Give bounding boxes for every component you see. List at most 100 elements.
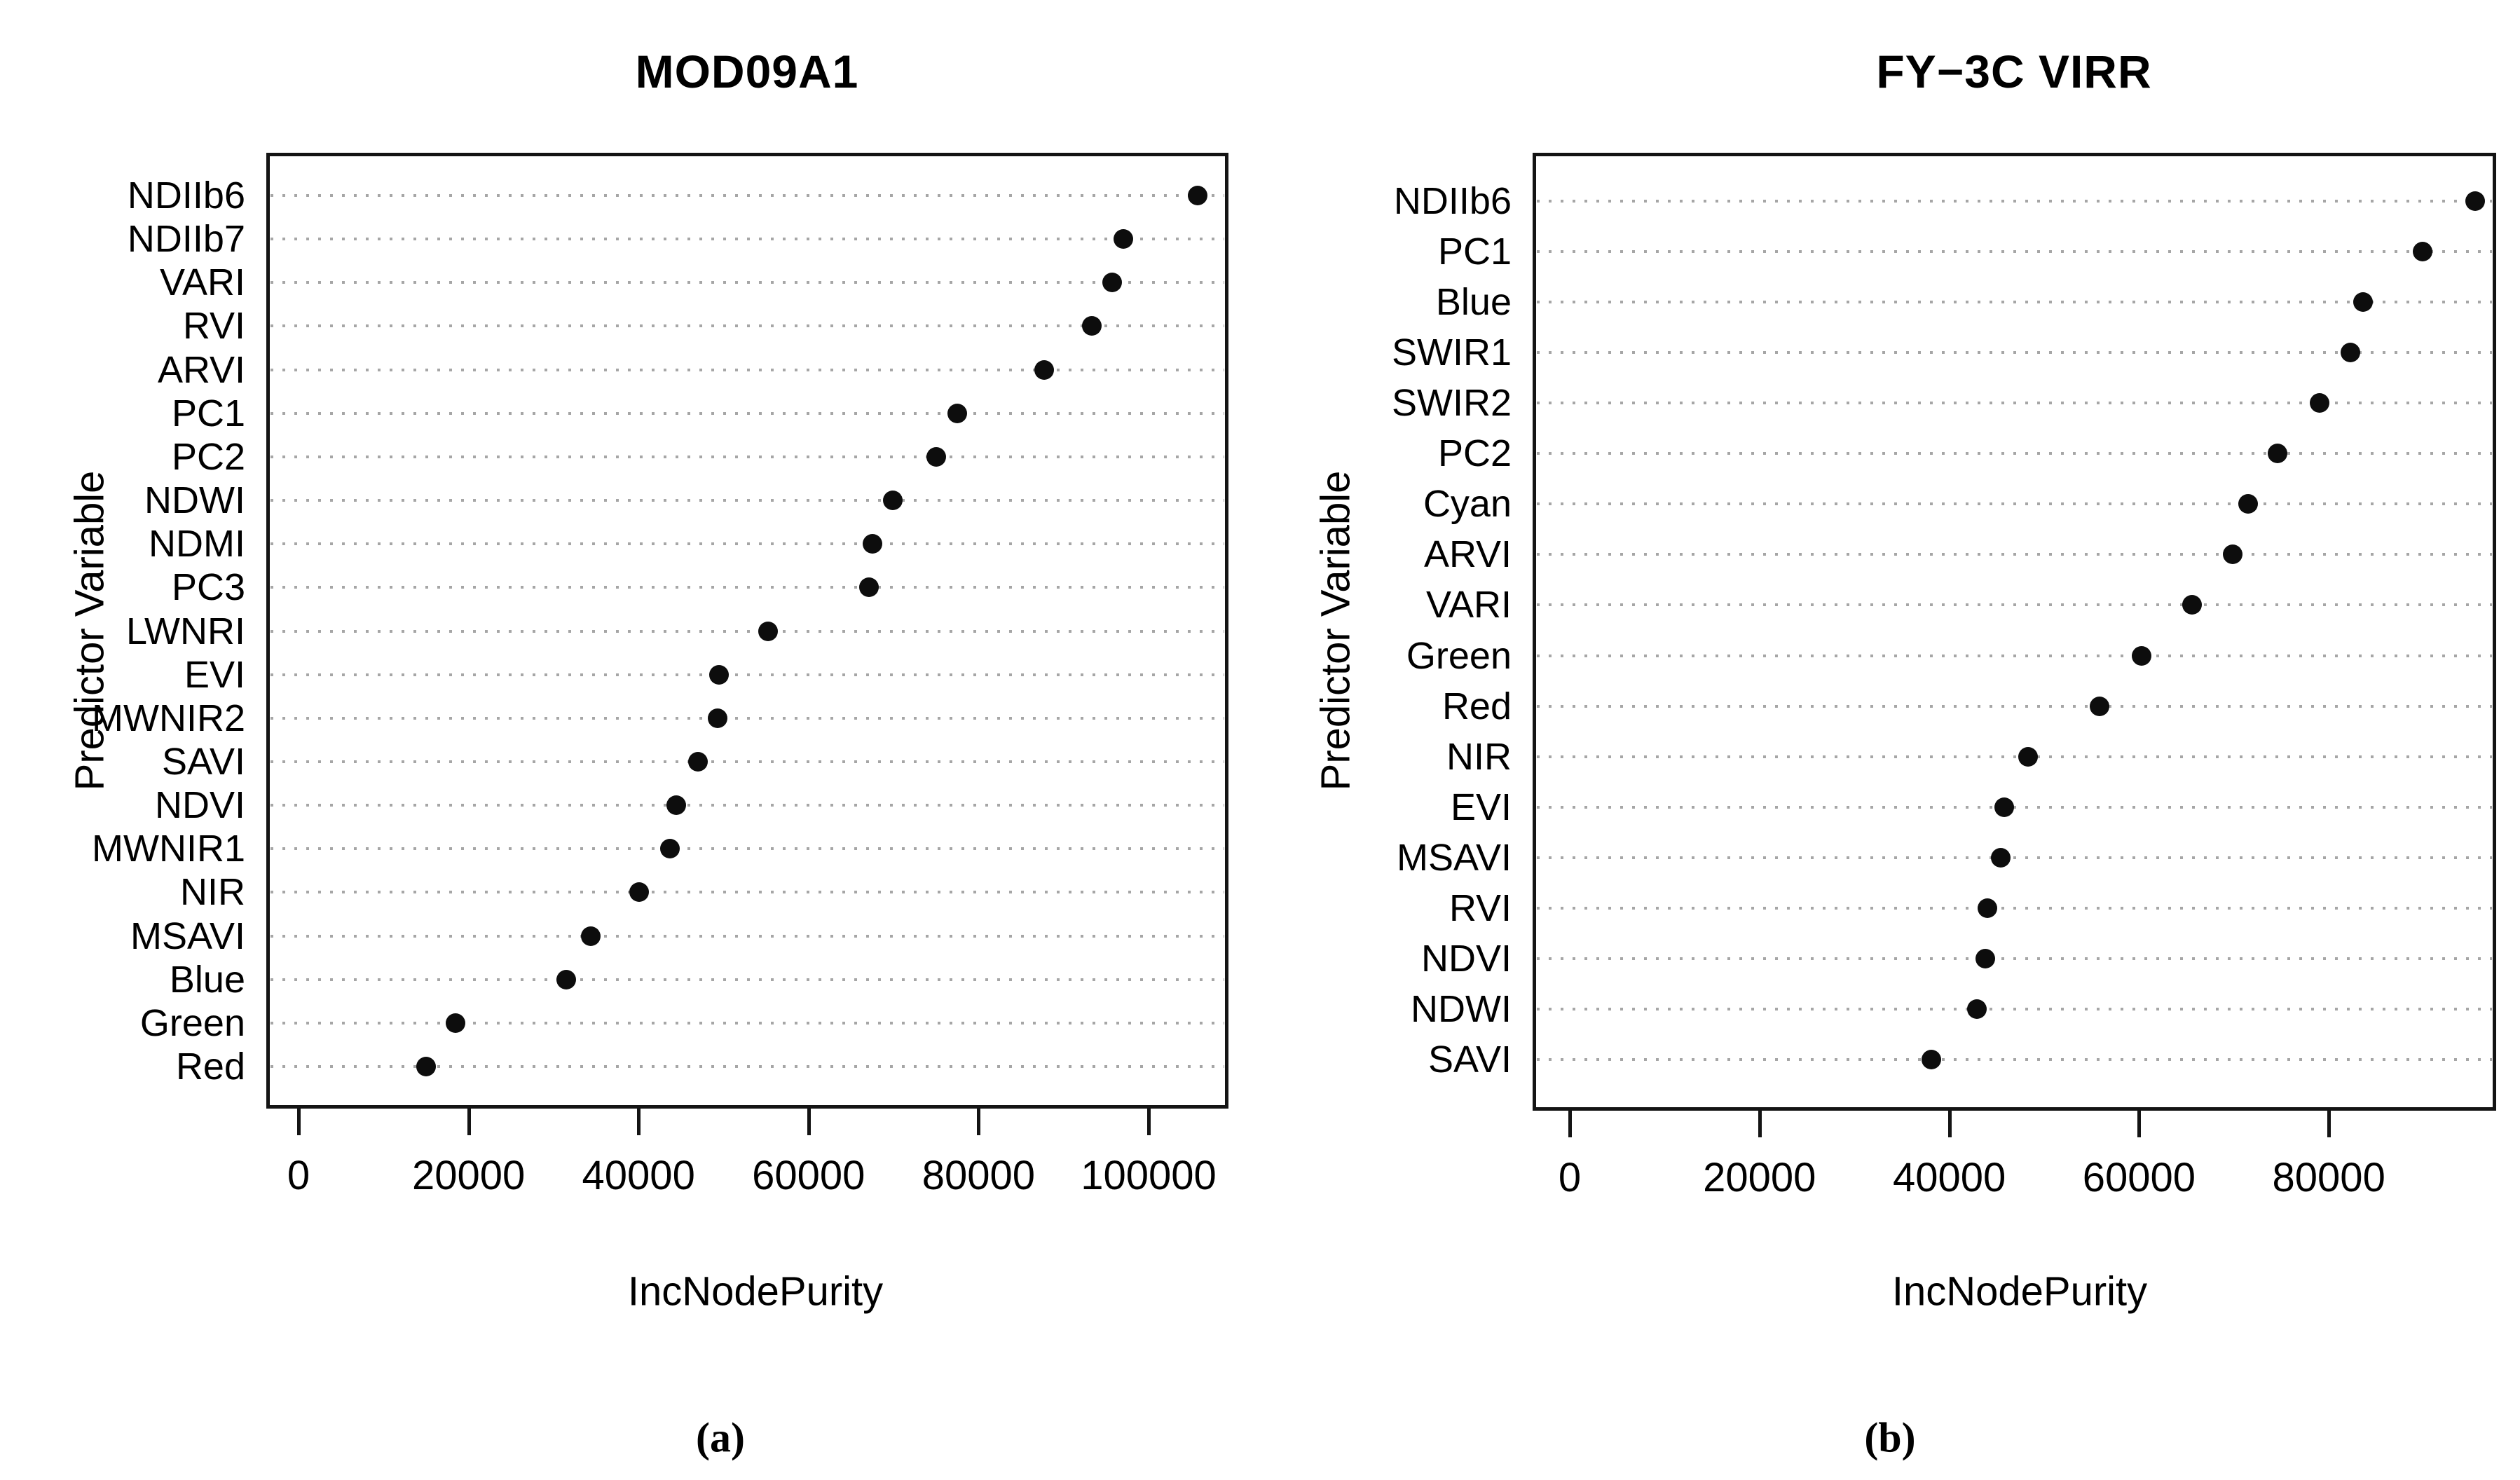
x-tick-mark xyxy=(467,1109,471,1135)
data-dot xyxy=(709,664,730,685)
data-dot xyxy=(1966,999,1987,1019)
gridline xyxy=(271,673,1224,676)
y-tick-label: Red xyxy=(1442,685,1512,727)
y-tick-label: Blue xyxy=(1435,281,1512,324)
gridline xyxy=(271,716,1224,720)
data-dot xyxy=(1034,359,1054,380)
gridline xyxy=(271,324,1224,328)
y-tick-label: NDIIb6 xyxy=(127,174,245,217)
y-tick-label: NDIIb7 xyxy=(127,218,245,261)
y-tick-label: Green xyxy=(1406,634,1512,677)
x-tick-label: 60000 xyxy=(752,1153,865,1198)
y-tick-label: RVI xyxy=(182,305,245,348)
data-dot xyxy=(858,577,879,598)
y-tick-label: RVI xyxy=(1449,886,1512,929)
gridline xyxy=(271,586,1224,589)
data-dot xyxy=(446,1013,466,1033)
y-tick-label: Cyan xyxy=(1423,483,1512,526)
gridline xyxy=(1537,351,2492,355)
data-dot xyxy=(947,403,968,423)
y-tick-label: EVI xyxy=(1450,786,1512,828)
data-dot xyxy=(2089,696,2109,716)
gridline xyxy=(271,804,1224,807)
x-tick-label: 100000 xyxy=(1081,1153,1217,1198)
gridline xyxy=(271,978,1224,981)
data-dot xyxy=(2268,444,2288,464)
data-dot xyxy=(629,882,650,903)
y-tick-label: NDWI xyxy=(144,479,245,522)
x-tick-label: 0 xyxy=(287,1153,310,1198)
y-tick-label: PC2 xyxy=(1437,432,1512,475)
y-tick-label: ARVI xyxy=(157,348,245,391)
x-tick-mark xyxy=(807,1109,811,1135)
data-dot xyxy=(2223,544,2243,565)
caption-b: (b) xyxy=(1864,1414,1916,1461)
y-tick-label: NIR xyxy=(180,871,245,914)
gridline xyxy=(271,934,1224,938)
gridline xyxy=(1537,452,2492,455)
data-dot xyxy=(1921,1050,1941,1070)
data-dot xyxy=(1990,847,2011,868)
x-tick-label: 80000 xyxy=(2272,1155,2385,1200)
gridline xyxy=(1537,957,2492,960)
gridline xyxy=(1537,250,2492,254)
y-tick-label: Green xyxy=(139,1001,245,1044)
y-tick-label: Red xyxy=(175,1046,245,1088)
y-tick-label: NDWI xyxy=(1411,987,1512,1030)
data-dot xyxy=(2238,494,2259,514)
x-tick-label: 80000 xyxy=(922,1153,1036,1198)
gridline xyxy=(1537,553,2492,556)
y-tick-label: NDMI xyxy=(149,523,245,566)
data-dot xyxy=(2018,746,2038,767)
gridline xyxy=(1537,856,2492,859)
y-tick-label: SAVI xyxy=(1427,1039,1512,1081)
data-dot xyxy=(708,708,727,728)
data-dot xyxy=(556,969,577,989)
y-tick-label: EVI xyxy=(184,653,245,696)
y-tick-label: PC1 xyxy=(171,392,245,434)
gridline xyxy=(1537,755,2492,758)
y-tick-label: LWNRI xyxy=(126,610,245,652)
data-dot xyxy=(758,621,778,641)
y-tick-label: SAVI xyxy=(161,740,245,783)
y-tick-label: VARI xyxy=(159,261,245,304)
data-dot xyxy=(2132,645,2152,666)
x-tick-label: 60000 xyxy=(2082,1155,2196,1200)
gridline xyxy=(271,847,1224,851)
x-tick-label: 40000 xyxy=(1892,1155,2006,1200)
gridline xyxy=(1537,805,2492,809)
y-tick-label: ARVI xyxy=(1423,533,1512,576)
gridline xyxy=(271,368,1224,371)
x-tick-mark xyxy=(1568,1111,1572,1137)
data-dot xyxy=(1977,898,1997,918)
gridline xyxy=(271,411,1224,415)
data-dot xyxy=(926,446,946,467)
gridline xyxy=(1537,1007,2492,1010)
gridline xyxy=(1537,906,2492,910)
gridline xyxy=(271,891,1224,894)
data-dot xyxy=(2353,292,2373,313)
gridline xyxy=(271,629,1224,633)
gridline xyxy=(1537,1058,2492,1062)
x-tick-mark xyxy=(297,1109,301,1135)
gridline xyxy=(1537,603,2492,607)
data-dot xyxy=(2465,191,2485,211)
data-dot xyxy=(660,839,680,859)
data-dot xyxy=(1102,273,1122,293)
y-tick-label: MWNIR2 xyxy=(92,697,245,739)
y-tick-label: Blue xyxy=(169,958,245,1001)
x-tick-mark xyxy=(2327,1111,2331,1137)
y-tick-label: NIR xyxy=(1446,735,1512,778)
gridline xyxy=(271,455,1224,458)
y-tick-label: VARI xyxy=(1425,584,1512,626)
data-dot xyxy=(688,751,708,772)
gridline xyxy=(1537,654,2492,657)
gridline xyxy=(1537,200,2492,203)
data-dot xyxy=(2341,343,2361,363)
panel-a-x-axis-label: IncNodePurity xyxy=(627,1268,884,1315)
y-tick-label: NDVI xyxy=(154,784,245,827)
data-dot xyxy=(666,795,686,816)
y-tick-label: NDIIb6 xyxy=(1393,180,1512,222)
gridline xyxy=(1537,402,2492,405)
gridline xyxy=(271,238,1224,241)
